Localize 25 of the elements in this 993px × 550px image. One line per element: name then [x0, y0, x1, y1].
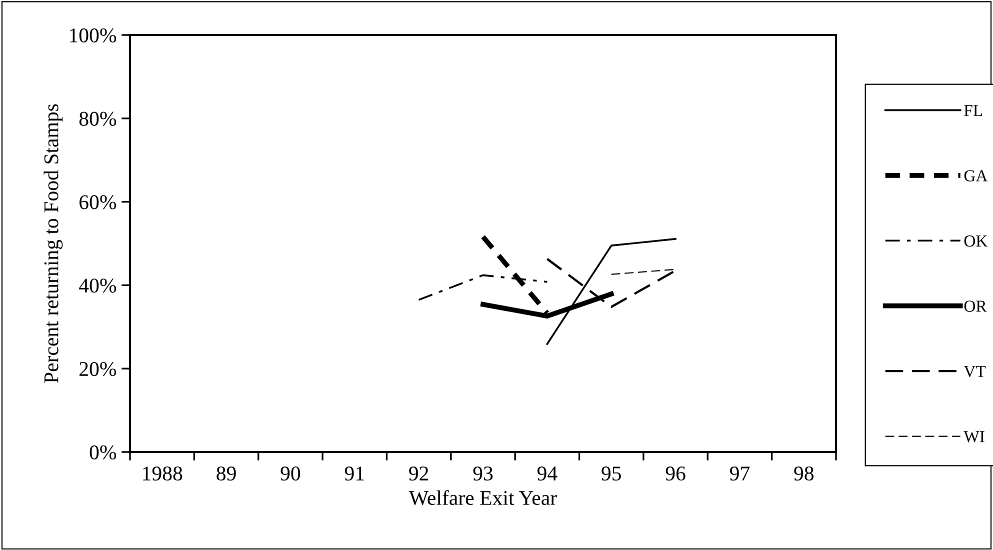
y-tick-label: 100%: [70, 28, 116, 42]
x-tick-label: 91: [344, 466, 364, 481]
y-tick-label: 60%: [80, 195, 116, 210]
x-tick-label: 90: [280, 466, 300, 481]
y-axis-title: Percent returning to Food Stamps: [44, 104, 63, 383]
y-tick-label: 0%: [90, 445, 116, 460]
x-tick-label: 95: [602, 466, 621, 481]
x-tick-label: 92: [409, 466, 428, 481]
x-axis-title: Welfare Exit Year: [408, 490, 557, 506]
y-tick-label: 20%: [80, 362, 116, 376]
legend-label: OR: [964, 300, 987, 312]
legend-label: VT: [964, 366, 986, 378]
x-tick-label: 96: [666, 466, 686, 481]
x-tick-label: 1988: [143, 466, 182, 481]
y-tick-label: 80%: [79, 112, 116, 126]
legend-label: GA: [964, 170, 988, 182]
x-tick-label: 98: [794, 466, 814, 481]
x-tick-label: 94: [537, 466, 558, 481]
legend-label: WI: [964, 431, 984, 442]
legend-label: FL: [964, 105, 982, 116]
x-tick-label: 93: [473, 466, 493, 481]
legend-label: OK: [964, 235, 988, 247]
x-tick-label: 89: [216, 466, 236, 481]
y-tick-label: 40%: [79, 278, 116, 293]
x-tick-label: 97: [730, 466, 750, 481]
